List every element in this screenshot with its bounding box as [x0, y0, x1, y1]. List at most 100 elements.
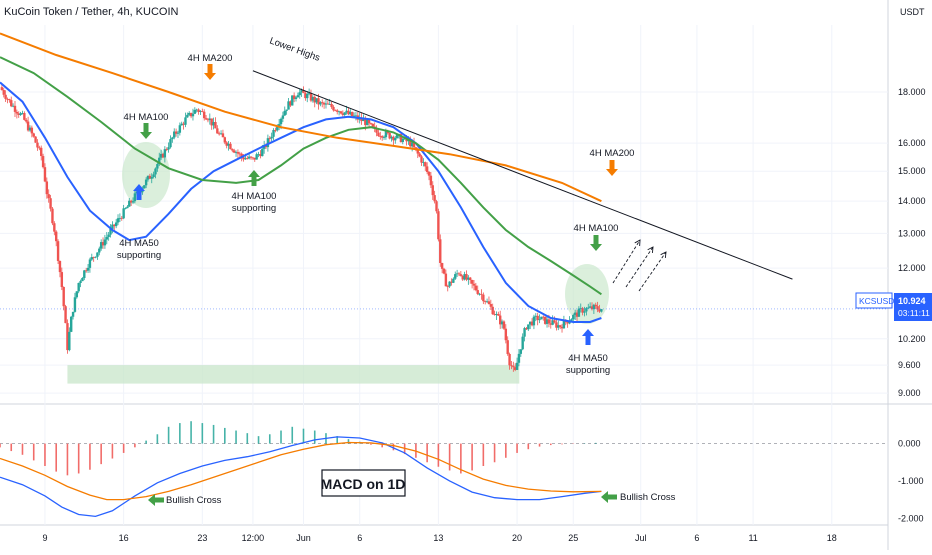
- candle-body: [525, 328, 528, 330]
- candle-body: [11, 105, 15, 107]
- candle-body: [379, 136, 382, 137]
- candle-body: [163, 149, 167, 158]
- candle-body: [94, 256, 97, 258]
- candle-body: [294, 97, 298, 99]
- ma50-right-arrow-icon-head: [582, 329, 594, 336]
- candle-body: [476, 290, 479, 294]
- candle-body: [206, 119, 210, 121]
- candle-body: [56, 241, 60, 261]
- candle-body: [470, 280, 474, 284]
- candle-body: [575, 312, 579, 317]
- candle-body: [277, 124, 281, 127]
- highlight-right: [565, 264, 609, 324]
- support-zone: [67, 365, 520, 384]
- candle-body: [55, 231, 58, 242]
- highlight-left: [122, 142, 170, 208]
- candle-body: [455, 273, 459, 275]
- candle-body: [534, 315, 537, 317]
- candle-body: [180, 123, 183, 126]
- price-tick-label: 13.000: [898, 228, 926, 238]
- candle-body: [463, 274, 466, 280]
- candle-body: [536, 315, 539, 321]
- candle-body: [71, 311, 75, 317]
- candle-body: [570, 319, 573, 322]
- candle-body: [8, 99, 11, 101]
- candle-body: [493, 314, 496, 316]
- candle-body: [199, 111, 202, 112]
- price-tag[interactable]: KCSUSDT 10.924 03:11:11: [855, 292, 932, 321]
- candle-body: [558, 325, 562, 327]
- candle-body: [459, 274, 463, 276]
- candle-body: [268, 138, 271, 139]
- time-tick-label: 13: [433, 533, 443, 543]
- candle-body: [540, 316, 543, 320]
- candle-body: [439, 239, 442, 263]
- candle-body: [549, 323, 552, 325]
- price-tick-label: 16.000: [898, 138, 926, 148]
- projection-arrow-head: [647, 246, 654, 254]
- projection-arrow-head: [660, 251, 667, 259]
- candle-body: [253, 157, 256, 160]
- candle-body: [111, 224, 114, 229]
- candle-body: [461, 275, 464, 280]
- candle-body: [191, 113, 195, 117]
- candle-body: [129, 200, 133, 203]
- candle-body: [242, 157, 245, 160]
- candle-body: [364, 119, 367, 126]
- price-tag-countdown: 03:11:11: [898, 308, 930, 318]
- candle-body: [83, 270, 86, 278]
- candle-body: [322, 103, 326, 105]
- candle-body: [517, 353, 521, 363]
- candle-body: [25, 119, 28, 122]
- candle-body: [167, 147, 170, 150]
- ma50-left-arrow-icon: [133, 184, 145, 200]
- candle-body: [217, 133, 221, 135]
- price-tick-label: 18.000: [898, 87, 926, 97]
- macd-tick-label: -1.000: [898, 476, 924, 486]
- candle-body: [285, 109, 288, 111]
- candle-body: [365, 119, 369, 126]
- ma50-line: [0, 81, 602, 323]
- candle-body: [60, 272, 64, 287]
- candle-body: [410, 142, 414, 147]
- candle-body: [69, 316, 73, 332]
- candle-body: [77, 282, 80, 292]
- supporting-right-label: supporting: [566, 365, 610, 376]
- candle-body: [234, 152, 238, 153]
- candle-body: [49, 198, 52, 209]
- candle-body: [317, 98, 320, 105]
- candle-body: [32, 133, 35, 137]
- time-tick-label: 9: [42, 533, 47, 543]
- candle-body: [257, 154, 260, 155]
- candle-body: [442, 268, 446, 274]
- candle-body: [598, 309, 601, 312]
- candle-body: [159, 153, 163, 158]
- candle-body: [469, 277, 472, 281]
- candle-body: [412, 142, 416, 148]
- candle-body: [296, 95, 300, 98]
- candle-body: [186, 114, 189, 118]
- candle-body: [506, 340, 509, 354]
- candle-body: [302, 90, 305, 94]
- candle-body: [487, 301, 491, 305]
- candle-body: [347, 110, 350, 115]
- candle-body: [244, 158, 247, 160]
- ma100-mid-label: 4H MA100: [232, 191, 277, 202]
- candle-body: [184, 117, 187, 125]
- candle-body: [395, 134, 399, 138]
- candle-body: [523, 328, 526, 337]
- candle-body: [351, 111, 354, 117]
- candle-body: [38, 147, 41, 149]
- candle-body: [40, 147, 43, 157]
- candle-body: [178, 125, 182, 133]
- candle-body: [88, 259, 92, 268]
- candle-body: [572, 314, 575, 320]
- ma200-right-arrow-icon: [606, 160, 618, 176]
- candle-body: [375, 127, 378, 133]
- candle-body: [551, 320, 554, 325]
- candle-body: [176, 132, 180, 134]
- candle-body: [339, 111, 343, 114]
- candle-body: [495, 313, 498, 316]
- candle-body: [272, 129, 275, 137]
